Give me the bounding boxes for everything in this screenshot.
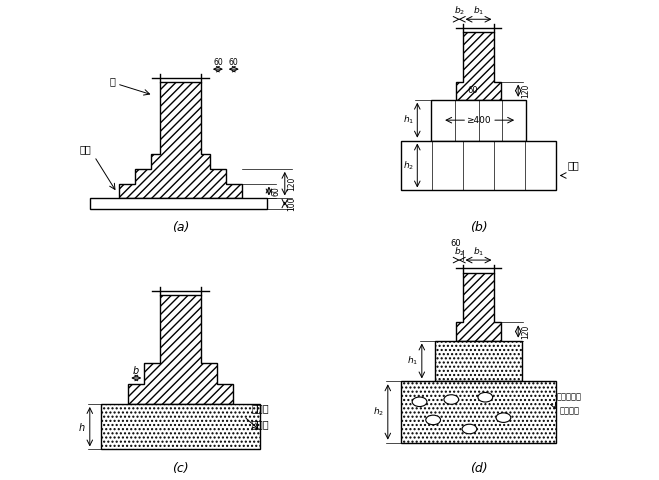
Ellipse shape [462, 424, 477, 434]
Text: $h_1$: $h_1$ [403, 114, 414, 126]
Ellipse shape [444, 395, 459, 404]
Text: (d): (d) [470, 462, 487, 475]
Text: 60: 60 [451, 239, 461, 248]
Text: $b_2$: $b_2$ [453, 5, 465, 17]
Text: $h_1$: $h_1$ [407, 355, 418, 367]
Text: $b_1$: $b_1$ [473, 5, 484, 17]
Ellipse shape [496, 413, 511, 422]
Text: 60: 60 [467, 86, 478, 95]
Text: 砖: 砖 [109, 77, 115, 86]
Text: 120: 120 [521, 324, 530, 339]
Polygon shape [456, 32, 501, 100]
Bar [431, 100, 526, 141]
Text: 120: 120 [521, 84, 530, 98]
Text: (c): (c) [172, 462, 189, 475]
Text: $h_2$: $h_2$ [403, 159, 414, 172]
Ellipse shape [478, 393, 493, 402]
Bar [436, 341, 521, 382]
Text: 100: 100 [287, 196, 296, 211]
Text: $b_2$: $b_2$ [453, 246, 465, 258]
Polygon shape [119, 82, 242, 198]
Text: 三合土: 三合土 [251, 420, 269, 430]
Text: $b$: $b$ [132, 364, 140, 376]
Bar [101, 404, 260, 449]
Text: 毛石: 毛石 [568, 160, 580, 170]
Text: $h_2$: $h_2$ [373, 406, 384, 418]
Text: 60: 60 [229, 59, 239, 67]
Text: (b): (b) [470, 221, 487, 234]
Ellipse shape [426, 415, 440, 425]
Polygon shape [456, 273, 501, 341]
Text: ≥400: ≥400 [466, 116, 491, 125]
Ellipse shape [412, 397, 427, 407]
Text: $h$: $h$ [78, 421, 85, 433]
Text: 60: 60 [272, 186, 280, 196]
Bar [90, 198, 267, 209]
Text: 灰土或: 灰土或 [251, 404, 269, 414]
Bar [401, 382, 556, 443]
Bar [401, 141, 556, 191]
Text: 60: 60 [213, 59, 223, 67]
Text: (a): (a) [172, 221, 189, 234]
Text: 120: 120 [287, 177, 296, 191]
Text: $b_1$: $b_1$ [473, 246, 484, 258]
Text: 或混凝土: 或混凝土 [559, 407, 579, 415]
Text: 垫层: 垫层 [79, 144, 91, 155]
Text: 毛石混凝土: 毛石混凝土 [557, 393, 582, 402]
Polygon shape [129, 295, 233, 404]
